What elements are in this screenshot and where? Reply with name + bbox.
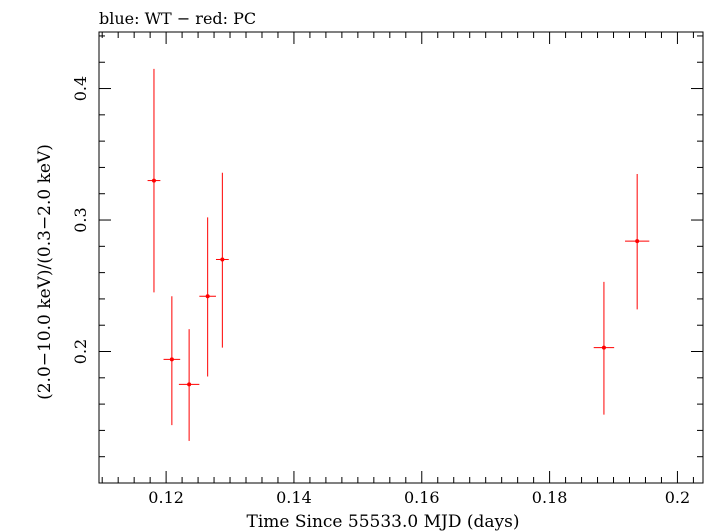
point-marker [601, 345, 606, 350]
data-point [215, 172, 229, 348]
x-axis-label: Time Since 55533.0 MJD (days) [247, 512, 520, 532]
y-axis-ticks [99, 35, 703, 484]
point-marker [187, 382, 192, 387]
point-marker [151, 178, 156, 183]
plot-frame [98, 31, 704, 484]
data-point [163, 296, 181, 426]
data-point [593, 281, 615, 415]
x-axis-ticks [101, 32, 694, 483]
x-tick-label: 0.14 [276, 488, 312, 507]
x-axis-tick-labels: 0.12 0.14 0.16 0.18 0.2 [148, 488, 690, 507]
data-point [199, 217, 216, 377]
y-tick-label: 0.2 [71, 339, 90, 364]
x-tick-label: 0.18 [532, 488, 568, 507]
x-tick-label: 0.12 [148, 488, 184, 507]
point-marker [635, 239, 640, 244]
y-tick-label: 0.4 [71, 76, 90, 101]
data-point [625, 174, 650, 310]
chart-title: blue: WT − red: PC [99, 9, 256, 28]
data-points [147, 68, 650, 441]
y-tick-label: 0.3 [71, 207, 90, 232]
data-point [147, 68, 161, 293]
point-marker [169, 357, 174, 362]
y-axis-tick-labels: 0.2 0.3 0.4 [71, 76, 90, 364]
data-point [178, 329, 200, 441]
x-tick-label: 0.16 [404, 488, 440, 507]
point-marker [220, 257, 225, 262]
point-marker [205, 294, 210, 299]
y-axis-label: (2.0−10.0 keV)/(0.3−2.0 keV) [35, 144, 55, 400]
x-tick-label: 0.2 [665, 488, 690, 507]
